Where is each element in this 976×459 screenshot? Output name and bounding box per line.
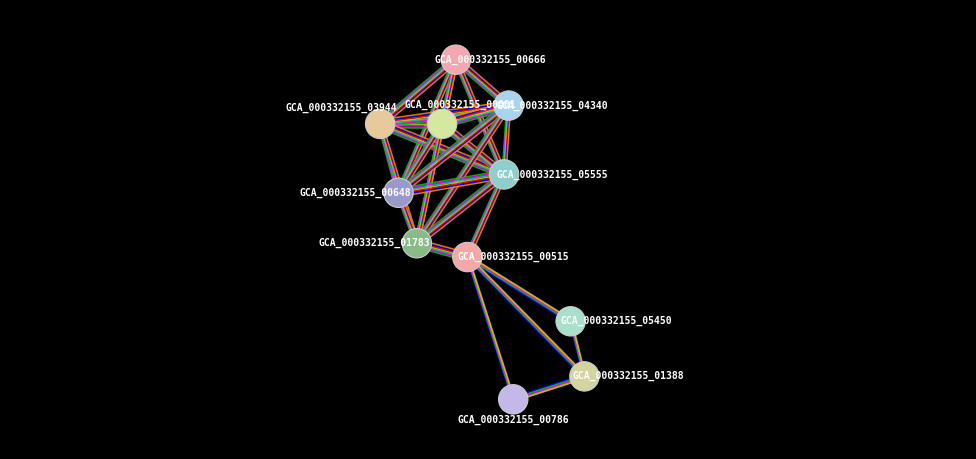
- Circle shape: [570, 362, 599, 391]
- Circle shape: [556, 307, 586, 336]
- Text: GCA_000332155_03944: GCA_000332155_03944: [285, 103, 397, 113]
- Text: GCA_000332155_01783: GCA_000332155_01783: [318, 238, 430, 248]
- Circle shape: [384, 178, 413, 207]
- Text: GCA_000332155_04340: GCA_000332155_04340: [497, 101, 608, 111]
- Text: GCA_000332155_05450: GCA_000332155_05450: [560, 316, 672, 326]
- Circle shape: [365, 109, 395, 139]
- Text: GCA_000332155_00666: GCA_000332155_00666: [434, 55, 547, 65]
- Circle shape: [441, 45, 470, 74]
- Circle shape: [494, 91, 523, 120]
- Circle shape: [499, 385, 528, 414]
- Text: GCA_000332155_00786: GCA_000332155_00786: [458, 415, 569, 425]
- Text: GCA_000332155_01388: GCA_000332155_01388: [572, 371, 684, 381]
- Circle shape: [489, 160, 519, 189]
- Circle shape: [402, 229, 431, 258]
- Text: GCA_000332155_05555: GCA_000332155_05555: [497, 169, 608, 179]
- Text: GCA_000332155_00001: GCA_000332155_00001: [405, 100, 516, 110]
- Circle shape: [453, 242, 482, 272]
- Circle shape: [427, 109, 457, 139]
- Text: GCA_000332155_00648: GCA_000332155_00648: [299, 188, 411, 198]
- Text: GCA_000332155_00515: GCA_000332155_00515: [458, 252, 569, 262]
